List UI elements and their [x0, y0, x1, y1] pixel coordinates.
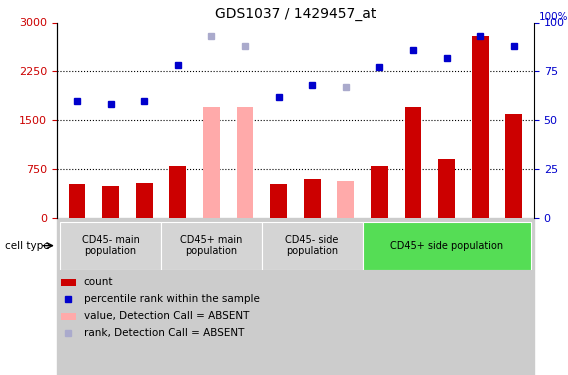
Title: GDS1037 / 1429457_at: GDS1037 / 1429457_at [215, 8, 376, 21]
Bar [69, 184, 85, 218]
Text: CD45+ side population: CD45+ side population [390, 241, 503, 250]
Text: count: count [83, 277, 113, 287]
Bar [270, 184, 287, 218]
Bar [362, 222, 531, 270]
Bar [404, 107, 421, 218]
Bar [60, 222, 161, 270]
Text: CD45- main
population: CD45- main population [82, 235, 140, 256]
Bar [337, 181, 354, 218]
Bar [102, 186, 119, 218]
Bar [136, 183, 153, 218]
Text: CD45+ main
population: CD45+ main population [180, 235, 243, 256]
Text: CD45- side
population: CD45- side population [286, 235, 339, 256]
Bar [438, 159, 455, 218]
Bar [61, 279, 76, 286]
Bar [161, 222, 262, 270]
Bar [203, 107, 220, 218]
Text: 100%: 100% [538, 12, 568, 21]
Bar [371, 165, 388, 218]
Text: cell type: cell type [6, 241, 50, 250]
Bar [61, 313, 76, 320]
Bar [472, 36, 488, 218]
Bar [57, 217, 534, 375]
Text: percentile rank within the sample: percentile rank within the sample [83, 294, 260, 304]
Bar [236, 107, 253, 218]
Text: value, Detection Call = ABSENT: value, Detection Call = ABSENT [83, 311, 249, 321]
Bar [169, 165, 186, 218]
Text: rank, Detection Call = ABSENT: rank, Detection Call = ABSENT [83, 328, 244, 338]
Bar [304, 179, 320, 218]
Bar [262, 222, 362, 270]
Bar [506, 114, 522, 218]
